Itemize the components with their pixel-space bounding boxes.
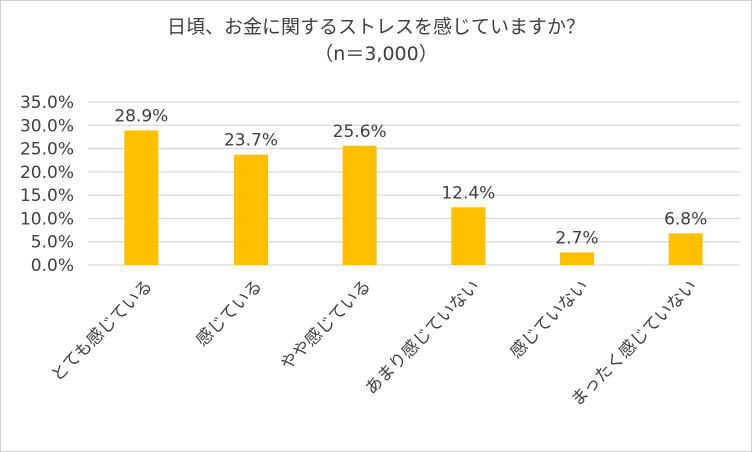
- y-tick-label: 25.0%: [20, 140, 74, 160]
- y-tick-label: 20.0%: [20, 163, 74, 183]
- y-tick-label: 5.0%: [31, 233, 74, 253]
- x-tick-label: やや感じている: [277, 276, 375, 374]
- y-tick-label: 35.0%: [20, 93, 74, 113]
- data-label: 28.9%: [114, 106, 168, 126]
- y-tick-label: 10.0%: [20, 209, 74, 229]
- chart-title-main: 日頃、お金に関するストレスを感じていますか？: [166, 16, 585, 38]
- x-tick-label: 感じていない: [506, 276, 592, 362]
- chart-subtitle: （n＝3,000）: [314, 43, 438, 65]
- bar: [451, 207, 486, 265]
- x-tick-label: 感じている: [192, 276, 266, 350]
- data-label: 25.6%: [333, 122, 387, 142]
- x-tick-label: あまり感じていない: [362, 276, 484, 398]
- x-tick-label: まったく感じていない: [567, 276, 701, 410]
- data-label: 6.8%: [664, 209, 707, 229]
- y-tick-label: 30.0%: [20, 116, 74, 136]
- data-label: 2.7%: [555, 228, 598, 248]
- chart-title: 日頃、お金に関するストレスを感じていますか？ （n＝3,000）: [0, 14, 752, 68]
- bar: [560, 252, 594, 265]
- data-label: 23.7%: [224, 131, 278, 151]
- bar: [234, 154, 268, 265]
- bar: [342, 145, 377, 265]
- bar: [124, 130, 159, 265]
- y-tick-label: 0.0%: [31, 256, 74, 276]
- y-tick-label: 15.0%: [20, 186, 74, 206]
- x-tick-label: とても感じている: [48, 276, 157, 385]
- bar: [668, 233, 703, 265]
- data-label: 12.4%: [441, 183, 495, 203]
